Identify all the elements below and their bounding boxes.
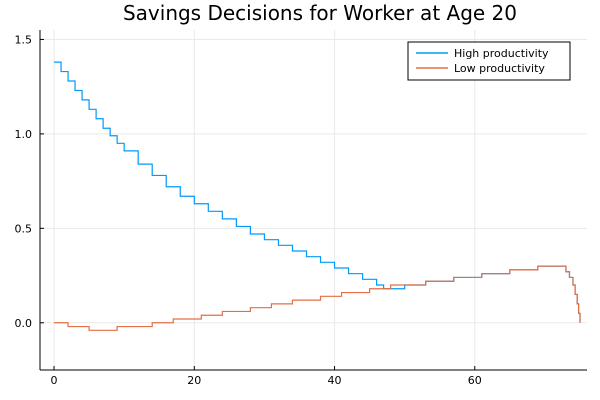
x-tick-label: 0 bbox=[51, 374, 58, 387]
series-line-low-productivity bbox=[54, 265, 581, 331]
legend-label: Low productivity bbox=[454, 62, 545, 75]
y-tick-label: 1.0 bbox=[15, 128, 33, 141]
chart-title: Savings Decisions for Worker at Age 20 bbox=[123, 1, 517, 25]
y-tick-label: 0.0 bbox=[15, 317, 33, 330]
grid bbox=[40, 30, 587, 370]
axes: 0 20 40 60 0.0 0.5 1.0 1.5 bbox=[15, 30, 587, 387]
x-tick-label: 20 bbox=[187, 374, 201, 387]
x-tick-label: 40 bbox=[328, 374, 342, 387]
legend-label: High productivity bbox=[454, 47, 549, 60]
y-tick-label: 0.5 bbox=[15, 222, 33, 235]
legend-box bbox=[407, 41, 571, 81]
series-lines bbox=[54, 61, 581, 331]
legend: High productivity Low productivity bbox=[407, 41, 571, 81]
y-tick-label: 1.5 bbox=[15, 33, 33, 46]
x-tick-label: 60 bbox=[468, 374, 482, 387]
series-line-high-productivity bbox=[54, 61, 581, 323]
